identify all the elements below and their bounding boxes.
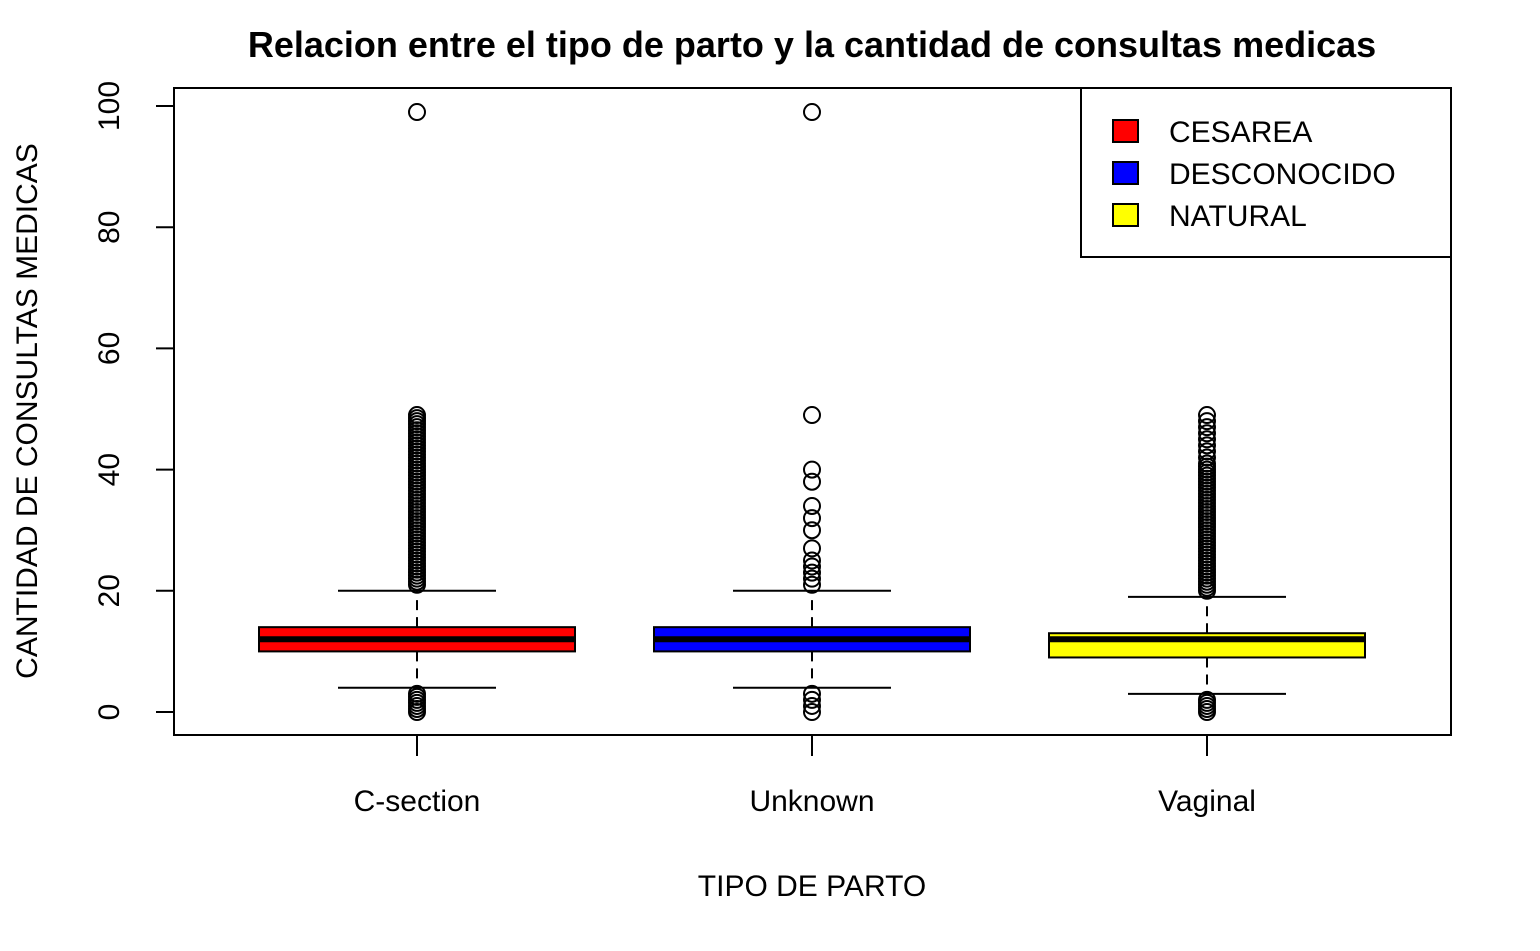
x-tick-label: C-section [354, 785, 481, 818]
outlier-point [1198, 442, 1216, 461]
legend: CESAREA DESCONOCIDO NATURAL [1080, 87, 1452, 258]
outlier-point [1198, 690, 1216, 709]
outlier-point [803, 521, 821, 540]
y-tick-label: 60 [93, 332, 126, 365]
box-c-section [258, 103, 576, 721]
y-tick-label: 80 [93, 211, 126, 244]
outlier-point [803, 472, 821, 491]
x-axis: C-section Unknown Vaginal [354, 734, 1256, 818]
outlier-point [1198, 454, 1216, 473]
outlier-point [803, 684, 821, 703]
y-tick-label: 100 [93, 81, 126, 131]
outlier-point [1198, 406, 1216, 425]
box-unknown [653, 103, 971, 721]
outlier-point [803, 563, 821, 582]
boxes [258, 103, 1366, 721]
x-axis-label: TIPO DE PARTO [698, 870, 926, 903]
outlier-point [803, 406, 821, 425]
outlier-point [408, 406, 426, 425]
y-axis: 0 20 40 60 80 100 [93, 81, 175, 721]
outlier-point [803, 575, 821, 594]
outlier-point [1198, 436, 1216, 455]
outlier-point [803, 551, 821, 570]
outlier-point [803, 569, 821, 588]
y-tick-label: 0 [93, 704, 126, 721]
outlier-point [1198, 424, 1216, 443]
outlier-point [408, 103, 426, 122]
chart-title: Relacion entre el tipo de parto y la can… [248, 24, 1376, 65]
y-axis-label: CANTIDAD DE CONSULTAS MEDICAS [11, 143, 44, 679]
outlier-point [803, 496, 821, 515]
legend-swatch [1112, 119, 1139, 143]
outlier-point [803, 557, 821, 576]
legend-swatch [1112, 203, 1139, 227]
x-tick-label: Vaginal [1158, 785, 1256, 818]
legend-label: DESCONOCIDO [1169, 158, 1396, 191]
outlier-point [803, 690, 821, 709]
legend-swatch [1112, 161, 1139, 185]
y-tick-label: 20 [93, 574, 126, 607]
outlier-point [1198, 418, 1216, 437]
legend-label: NATURAL [1169, 200, 1307, 233]
y-tick-label: 40 [93, 453, 126, 486]
outlier-point [803, 703, 821, 721]
outlier-point [803, 696, 821, 715]
outlier-point [803, 460, 821, 479]
outlier-point [1198, 448, 1216, 467]
outlier-point [1198, 412, 1216, 431]
outlier-point [803, 539, 821, 558]
outlier-point [803, 509, 821, 528]
x-tick-label: Unknown [749, 785, 874, 818]
outlier-point [803, 103, 821, 122]
outlier-point [408, 684, 426, 703]
legend-label: CESAREA [1169, 116, 1312, 149]
box-vaginal [1048, 406, 1366, 721]
legend-frame [1080, 87, 1452, 258]
outlier-point [1198, 430, 1216, 449]
